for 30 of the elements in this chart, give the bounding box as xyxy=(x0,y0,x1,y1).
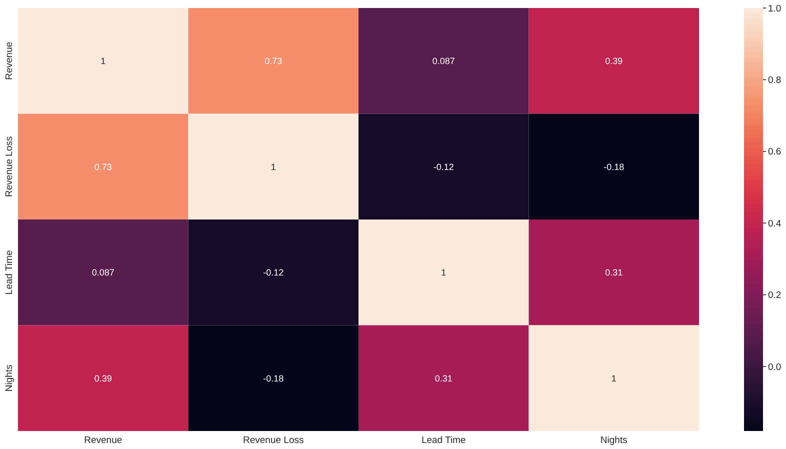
x-tick-label: Revenue xyxy=(84,435,122,446)
y-tick-label: Revenue Loss xyxy=(4,136,15,197)
color-bar-label: 0.6 xyxy=(768,146,782,158)
data-label: 0.087 xyxy=(432,56,455,66)
data-label: 1 xyxy=(270,162,276,172)
data-label: -0.12 xyxy=(433,162,454,172)
data-label: 0.73 xyxy=(94,162,112,172)
data-label: 0.73 xyxy=(264,56,282,66)
color-bar-label: 0.0 xyxy=(768,362,782,373)
color-bar-label: 0.2 xyxy=(768,290,782,302)
color-bar-label: 1.0 xyxy=(768,3,782,14)
data-label: 0.31 xyxy=(605,268,623,278)
x-tick-label: Lead Time xyxy=(421,435,466,446)
color-bar-label: 0.8 xyxy=(768,75,782,86)
data-label: 1 xyxy=(611,373,616,384)
data-label: 0.39 xyxy=(605,56,623,66)
data-label: 0.087 xyxy=(92,268,114,278)
y-tick-label: Lead Time xyxy=(4,250,15,295)
x-tick-label: Nights xyxy=(600,435,628,446)
data-label: 0.39 xyxy=(94,373,112,384)
x-tick-label: Revenue Loss xyxy=(243,435,304,446)
data-label: 1 xyxy=(441,268,446,278)
y-tick-label: Revenue xyxy=(4,42,15,80)
data-label: -0.18 xyxy=(263,373,284,384)
data-label: -0.18 xyxy=(604,162,624,172)
data-label: 1 xyxy=(100,56,106,66)
data-label: -0.12 xyxy=(263,268,284,278)
y-tick-label: Nights xyxy=(4,364,15,392)
data-label: 0.31 xyxy=(434,373,452,384)
color-bar-label: 0.4 xyxy=(768,218,782,230)
